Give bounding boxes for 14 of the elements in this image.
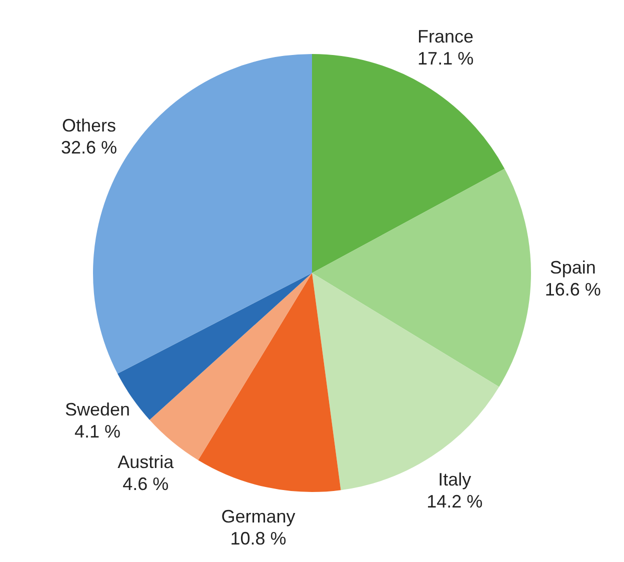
slice-label: Spain xyxy=(550,258,596,278)
data-label: 17.1 % xyxy=(418,48,474,69)
data-label: 32.6 % xyxy=(61,137,118,158)
data-label: 10.8 % xyxy=(230,528,286,548)
slice-label: Austria xyxy=(118,452,175,472)
data-label: 4.1 % xyxy=(74,422,121,442)
slice-label: Others xyxy=(62,115,116,136)
data-label: 14.2 % xyxy=(426,492,483,512)
data-label: 16.6 % xyxy=(544,280,601,300)
data-label: 4.6 % xyxy=(122,474,169,494)
slice-label: Sweden xyxy=(64,400,130,420)
slice-label: Italy xyxy=(438,470,472,490)
slice-label: Germany xyxy=(221,506,296,526)
slice-label: France xyxy=(418,26,474,47)
